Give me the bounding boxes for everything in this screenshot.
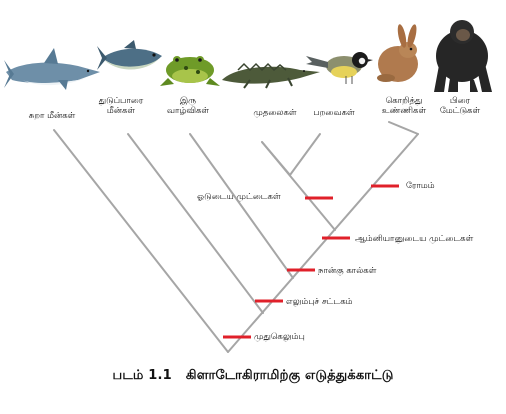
taxon-label-bird: பறவைகள் bbox=[313, 108, 355, 118]
trait-label-skeleton: எலும்புச் சட்டகம் bbox=[286, 297, 353, 307]
taxon-label-amphibian: இரு வாழ்விகள் bbox=[166, 96, 210, 116]
crocodile-icon bbox=[222, 62, 320, 89]
chimpanzee-icon bbox=[434, 20, 492, 92]
taxon-label-primate: பிரை மேட்டுகள் bbox=[439, 96, 481, 116]
branch-lines bbox=[53, 121, 419, 353]
trait-label-four-limbs: நான்கு கால்கள் bbox=[318, 266, 377, 276]
taxon-label-shark: சுறா மீன்கள் bbox=[28, 111, 76, 121]
figure-title: கிளாடோகிராமிற்கு எடுத்துக்காட்டு bbox=[185, 368, 394, 383]
taxon-label-mammal: கொறித்து உண்ணிகள் bbox=[381, 96, 427, 116]
branch-shark bbox=[53, 129, 229, 353]
taxon-label-crocodile: முதலைகள் bbox=[253, 108, 297, 118]
tuna-fish-icon bbox=[97, 40, 162, 70]
branch-amphibian bbox=[189, 133, 294, 279]
figure-number: படம் 1.1 bbox=[112, 368, 172, 383]
trait-markers bbox=[223, 184, 399, 339]
trait-label-shelled-eggs: ஓடுடைய முட்டைகள் bbox=[197, 192, 281, 202]
frog-icon bbox=[160, 56, 220, 86]
trait-label-amniotic-eggs: ஆம்னியானுடைய முட்டைகள் bbox=[355, 234, 474, 244]
bird-icon bbox=[306, 52, 373, 84]
branch-rodent bbox=[388, 121, 419, 135]
taxon-label-tuna: துடுப்பாரை மீன்கள் bbox=[98, 96, 144, 116]
branch-crocodile bbox=[261, 141, 291, 176]
rabbit-icon bbox=[377, 24, 418, 82]
trait-label-backbone: முதுகெலும்பு bbox=[254, 332, 305, 342]
branch-bird bbox=[289, 133, 321, 176]
branch-tuna bbox=[127, 133, 264, 314]
shark-icon bbox=[4, 48, 100, 90]
trait-label-hair: ரோமம் bbox=[406, 181, 435, 191]
figure-caption: படம் 1.1 கிளாடோகிராமிற்கு எடுத்துக்காட்டு bbox=[0, 368, 506, 384]
branch-trunk bbox=[227, 133, 419, 353]
